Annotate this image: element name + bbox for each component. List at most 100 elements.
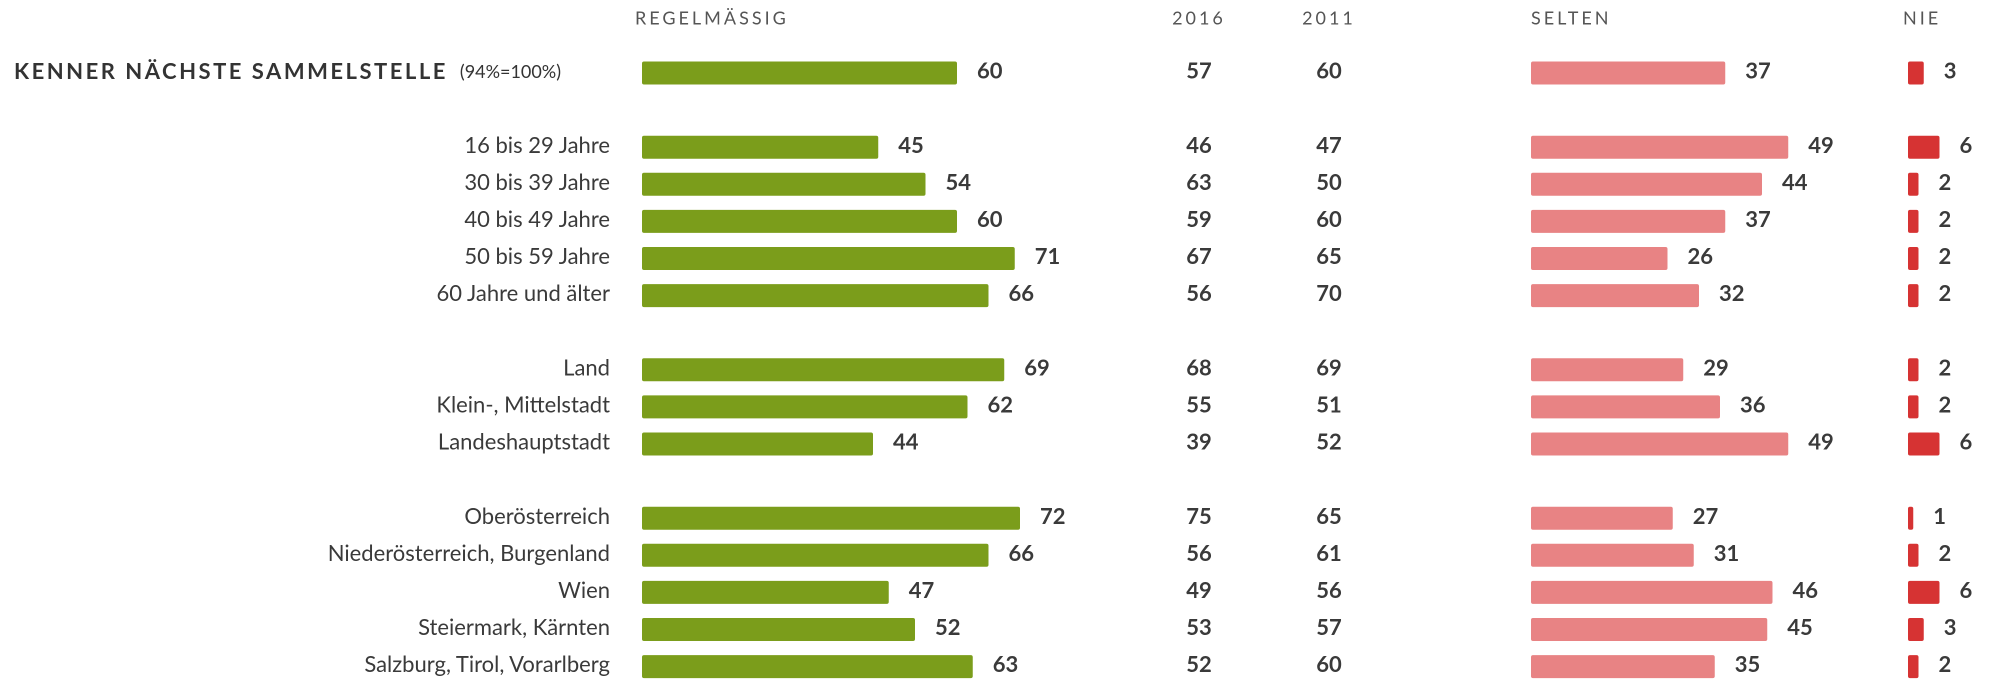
row-title: KENNER NÄCHSTE SAMMELSTELLE (94%=100%): [14, 57, 561, 84]
value-label: 65: [1316, 242, 1342, 269]
value-label: 54: [946, 168, 972, 195]
bar: [1908, 358, 1919, 382]
value-label: 35: [1735, 650, 1761, 677]
value-label: 45: [898, 131, 924, 158]
value-label: 60: [977, 57, 1003, 84]
bar: [1531, 209, 1726, 233]
value-label: 66: [1009, 539, 1035, 566]
value-label: 52: [1186, 650, 1212, 677]
value-label: 2: [1939, 391, 1952, 418]
bar: [642, 618, 915, 641]
value-label: 37: [1745, 57, 1771, 84]
value-label: 37: [1745, 205, 1771, 232]
row-title-text: KENNER NÄCHSTE SAMMELSTELLE: [14, 57, 448, 84]
bar: [1531, 395, 1720, 419]
value-label: 26: [1688, 242, 1714, 269]
row-label: 16 bis 29 Jahre: [464, 131, 610, 158]
bar: [642, 209, 957, 233]
value-label: 50: [1316, 168, 1342, 195]
value-label: 3: [1944, 613, 1957, 640]
row-label: Klein-, Mittelstadt: [436, 390, 610, 417]
value-label: 2: [1939, 539, 1952, 566]
bar: [1531, 135, 1789, 159]
bar: [1908, 618, 1924, 641]
bar: [642, 506, 1020, 530]
value-label: 63: [993, 650, 1019, 677]
row-label: Niederösterreich, Burgenland: [328, 539, 610, 566]
bar: [642, 247, 1015, 270]
bar: [642, 284, 989, 308]
bar: [642, 358, 1005, 382]
value-label: 46: [1793, 576, 1819, 603]
value-label: 2: [1939, 650, 1952, 677]
row-label: Oberösterreich: [464, 502, 610, 529]
bar: [642, 543, 989, 567]
value-label: 52: [1316, 428, 1342, 455]
column-header: REGELMÄSSIG: [635, 7, 789, 29]
column-header: 2011: [1302, 7, 1356, 29]
value-label: 60: [1316, 205, 1342, 232]
column-header: SELTEN: [1531, 7, 1611, 29]
bar: [1531, 61, 1726, 85]
value-label: 36: [1740, 391, 1766, 418]
bar: [1531, 618, 1768, 641]
value-label: 69: [1024, 353, 1050, 380]
value-label: 2: [1939, 168, 1952, 195]
bar: [1531, 247, 1668, 270]
value-label: 2: [1939, 279, 1952, 306]
bar: [1908, 61, 1924, 85]
bar: [1531, 506, 1673, 530]
value-label: 56: [1186, 539, 1212, 566]
bar: [642, 61, 957, 85]
value-label: 67: [1186, 242, 1212, 269]
value-label: 27: [1693, 502, 1719, 529]
row-label: Land: [563, 353, 610, 380]
value-label: 60: [1316, 57, 1342, 84]
row-label: 30 bis 39 Jahre: [464, 168, 610, 195]
value-label: 72: [1040, 502, 1066, 529]
value-label: 66: [1009, 279, 1035, 306]
value-label: 49: [1186, 576, 1212, 603]
value-label: 47: [909, 576, 935, 603]
value-label: 71: [1035, 242, 1061, 269]
value-label: 29: [1703, 353, 1729, 380]
bar: [1531, 580, 1773, 604]
value-label: 1: [1933, 502, 1946, 529]
value-label: 2: [1939, 353, 1952, 380]
value-label: 6: [1960, 576, 1973, 603]
row-label: Steiermark, Kärnten: [418, 613, 610, 640]
bar: [642, 655, 973, 679]
value-label: 56: [1186, 279, 1212, 306]
value-label: 44: [893, 428, 919, 455]
value-label: 59: [1186, 205, 1212, 232]
value-label: 56: [1316, 576, 1342, 603]
bar: [1531, 432, 1789, 456]
bar: [1908, 172, 1919, 196]
value-label: 47: [1316, 131, 1342, 158]
bar: [1908, 284, 1919, 308]
bar: [1531, 543, 1694, 567]
value-label: 69: [1316, 353, 1342, 380]
bar: [1908, 580, 1940, 604]
value-label: 63: [1186, 168, 1212, 195]
bar: [1908, 506, 1914, 530]
bar: [1531, 655, 1715, 679]
value-label: 52: [935, 613, 961, 640]
bar: [1908, 655, 1919, 679]
value-label: 70: [1316, 279, 1342, 306]
value-label: 31: [1714, 539, 1740, 566]
value-label: 55: [1186, 391, 1212, 418]
value-label: 53: [1186, 613, 1212, 640]
row-label: 50 bis 59 Jahre: [464, 242, 610, 269]
value-label: 44: [1782, 168, 1808, 195]
value-label: 75: [1186, 502, 1212, 529]
value-label: 57: [1316, 613, 1342, 640]
bar: [1908, 432, 1940, 456]
value-label: 6: [1960, 428, 1973, 455]
value-label: 60: [1316, 650, 1342, 677]
value-label: 45: [1787, 613, 1813, 640]
value-label: 49: [1808, 131, 1834, 158]
bar: [1531, 172, 1762, 196]
bar: [1908, 209, 1919, 233]
